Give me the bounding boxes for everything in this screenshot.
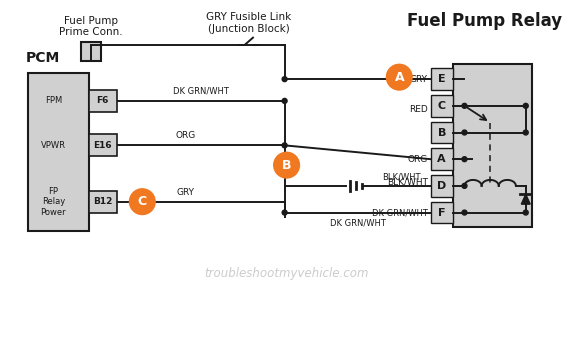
Text: C: C <box>137 195 147 208</box>
Text: RED: RED <box>409 105 428 114</box>
Circle shape <box>462 130 467 135</box>
Bar <box>89 90 117 112</box>
Text: Fuel Pump Relay: Fuel Pump Relay <box>407 12 562 30</box>
Circle shape <box>523 130 528 135</box>
Text: troubleshootmyvehicle.com: troubleshootmyvehicle.com <box>204 267 369 280</box>
Text: BLK/WHT: BLK/WHT <box>382 173 420 182</box>
Text: FPM: FPM <box>45 96 62 105</box>
Circle shape <box>282 77 287 82</box>
Text: C: C <box>438 101 446 111</box>
Text: E: E <box>438 74 445 84</box>
Text: E16: E16 <box>93 141 112 150</box>
Text: PCM: PCM <box>26 51 60 65</box>
Circle shape <box>386 64 412 90</box>
Bar <box>431 202 452 223</box>
Bar <box>81 42 101 61</box>
Text: ORG: ORG <box>408 155 428 164</box>
Text: FP
Relay
Power: FP Relay Power <box>41 187 66 217</box>
Text: GRY: GRY <box>177 188 195 197</box>
Circle shape <box>462 157 467 162</box>
Circle shape <box>462 210 467 215</box>
Circle shape <box>129 189 155 215</box>
Circle shape <box>282 143 287 148</box>
Text: A: A <box>437 154 446 164</box>
Circle shape <box>523 103 528 108</box>
Text: D: D <box>437 181 447 191</box>
Circle shape <box>462 183 467 188</box>
Text: BLK/WHT: BLK/WHT <box>387 177 428 187</box>
Bar <box>431 68 452 90</box>
Text: DK GRN/WHT: DK GRN/WHT <box>330 218 386 228</box>
Text: DK GRN/WHT: DK GRN/WHT <box>173 87 229 96</box>
Circle shape <box>462 103 467 108</box>
Text: B: B <box>437 127 446 138</box>
Text: ORG: ORG <box>176 131 196 140</box>
Text: F6: F6 <box>97 96 109 105</box>
Text: Fuel Pump
Prime Conn.: Fuel Pump Prime Conn. <box>59 16 123 37</box>
Text: VPWR: VPWR <box>41 141 66 150</box>
Text: A: A <box>394 71 404 84</box>
Circle shape <box>282 98 287 103</box>
Circle shape <box>523 210 528 215</box>
Text: DK GRN/WHT: DK GRN/WHT <box>372 208 428 217</box>
Text: B12: B12 <box>93 197 113 206</box>
Bar <box>431 122 452 144</box>
Text: GRY: GRY <box>410 75 428 84</box>
Bar <box>452 64 532 228</box>
Text: B: B <box>282 159 291 172</box>
Polygon shape <box>521 194 530 204</box>
Circle shape <box>282 210 287 215</box>
Bar <box>431 95 452 117</box>
Bar <box>431 148 452 170</box>
Bar <box>89 134 117 156</box>
Bar <box>431 175 452 197</box>
Bar <box>89 191 117 212</box>
Text: F: F <box>438 208 445 218</box>
Bar <box>28 73 89 231</box>
Circle shape <box>274 152 299 178</box>
Text: GRY Fusible Link
(Junction Block): GRY Fusible Link (Junction Block) <box>206 12 292 34</box>
